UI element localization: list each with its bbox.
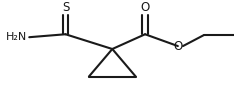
Text: H₂N: H₂N <box>6 32 27 42</box>
Text: O: O <box>140 1 150 14</box>
Text: O: O <box>173 40 183 53</box>
Text: S: S <box>62 1 69 14</box>
